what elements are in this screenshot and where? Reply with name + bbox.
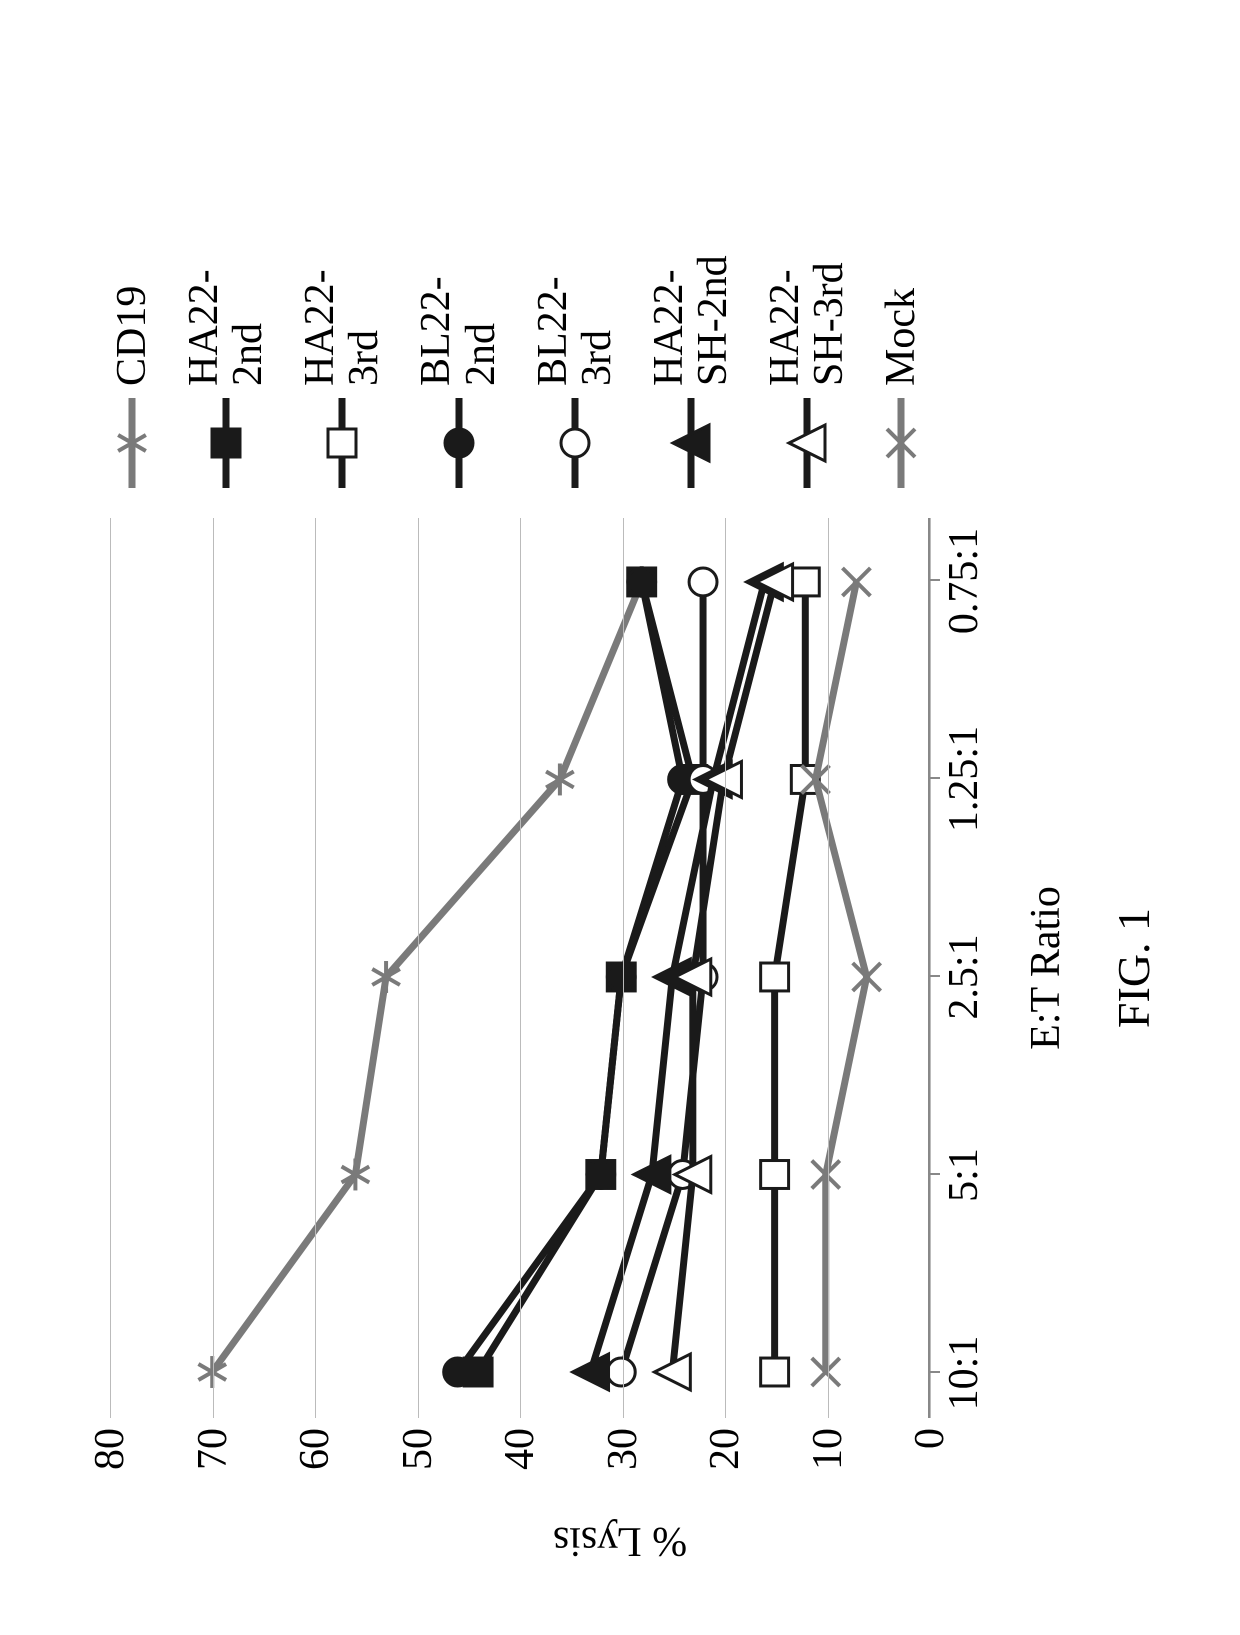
marker-square (761, 1160, 789, 1188)
legend-item: HA22-3rd (298, 48, 386, 488)
y-tick-label: 0 (906, 1428, 954, 1488)
legend-label: HA22-3rd (298, 48, 386, 386)
y-tick-label: 20 (701, 1428, 749, 1488)
marker-square (212, 429, 240, 457)
legend-label: BL22-2nd (414, 48, 502, 386)
legend-label: HA22-SH-3rd (763, 48, 851, 386)
gridline (110, 518, 111, 1418)
gridline (725, 518, 726, 1418)
legend-swatch (439, 398, 479, 488)
marker-circle (628, 567, 656, 595)
legend-label: HA22-SH-2nd (647, 48, 735, 386)
legend-item: BL22-3rd (531, 48, 619, 488)
x-tick-label: 10:1 (940, 1335, 988, 1410)
lines-layer (110, 518, 928, 1418)
gridline (930, 518, 931, 1418)
legend-label: HA22-2nd (182, 48, 270, 386)
legend-item: CD19 (110, 48, 154, 488)
y-tick-label: 10 (804, 1428, 852, 1488)
y-axis-label: % Lysis (553, 1516, 687, 1564)
marker-square (761, 1358, 789, 1386)
legend-swatch (112, 398, 152, 488)
legend-swatch (671, 398, 711, 488)
figure-container: % Lysis 0102030405060708010:15:12.5:11.2… (0, 0, 1240, 1635)
chart-area: % Lysis 0102030405060708010:15:12.5:11.2… (70, 18, 1170, 1618)
marker-asterisk (118, 427, 146, 459)
y-tick-label: 50 (394, 1428, 442, 1488)
legend-swatch (206, 398, 246, 488)
x-tick (928, 975, 940, 977)
legend-item: HA22-SH-3rd (763, 48, 851, 488)
legend-swatch (881, 398, 921, 488)
marker-square (761, 963, 789, 991)
y-tick-label: 60 (291, 1428, 339, 1488)
series-line (458, 581, 683, 1371)
plot-area: 0102030405060708010:15:12.5:11.25:10.75:… (110, 518, 930, 1418)
x-tick (928, 579, 940, 581)
x-tick-label: 1.25:1 (940, 725, 988, 831)
gridline (520, 518, 521, 1418)
x-tick-label: 0.75:1 (940, 527, 988, 633)
gridline (828, 518, 829, 1418)
x-tick (928, 1371, 940, 1373)
marker-circle (607, 1358, 635, 1386)
marker-circle (607, 963, 635, 991)
x-axis-label: E:T Ratio (1022, 518, 1070, 1618)
legend-swatch (322, 398, 362, 488)
y-tick-label: 40 (496, 1428, 544, 1488)
marker-square (791, 567, 819, 595)
legend-label: Mock (879, 48, 923, 386)
marker-circle (587, 1160, 615, 1188)
series-line (816, 581, 867, 1371)
y-tick-label: 70 (189, 1428, 237, 1488)
legend-item: HA22-2nd (182, 48, 270, 488)
chart-rotated-wrap: % Lysis 0102030405060708010:15:12.5:11.2… (70, 18, 1170, 1618)
gridline (623, 518, 624, 1418)
marker-circle (445, 429, 473, 457)
marker-triangle (573, 1354, 609, 1390)
legend-label: CD19 (110, 48, 154, 386)
gridline (418, 518, 419, 1418)
marker-circle (444, 1358, 472, 1386)
legend: CD19 HA22-2nd HA22-3rd BL22-2nd BL22-3rd HA22… (110, 48, 951, 488)
y-tick-label: 30 (599, 1428, 647, 1488)
legend-item: Mock (879, 48, 923, 488)
gridline (315, 518, 316, 1418)
x-tick-label: 5:1 (940, 1148, 988, 1202)
series-line (212, 581, 641, 1371)
legend-item: HA22-SH-2nd (647, 48, 735, 488)
x-tick (928, 1173, 940, 1175)
x-tick (928, 777, 940, 779)
marker-circle (561, 429, 589, 457)
x-tick-label: 2.5:1 (940, 934, 988, 1019)
legend-label: BL22-3rd (531, 48, 619, 386)
marker-square (328, 429, 356, 457)
legend-item: BL22-2nd (414, 48, 502, 488)
y-tick-label: 80 (86, 1428, 134, 1488)
figure-caption: FIG. 1 (1107, 518, 1160, 1618)
legend-swatch (787, 398, 827, 488)
marker-circle (689, 567, 717, 595)
gridline (213, 518, 214, 1418)
legend-swatch (555, 398, 595, 488)
